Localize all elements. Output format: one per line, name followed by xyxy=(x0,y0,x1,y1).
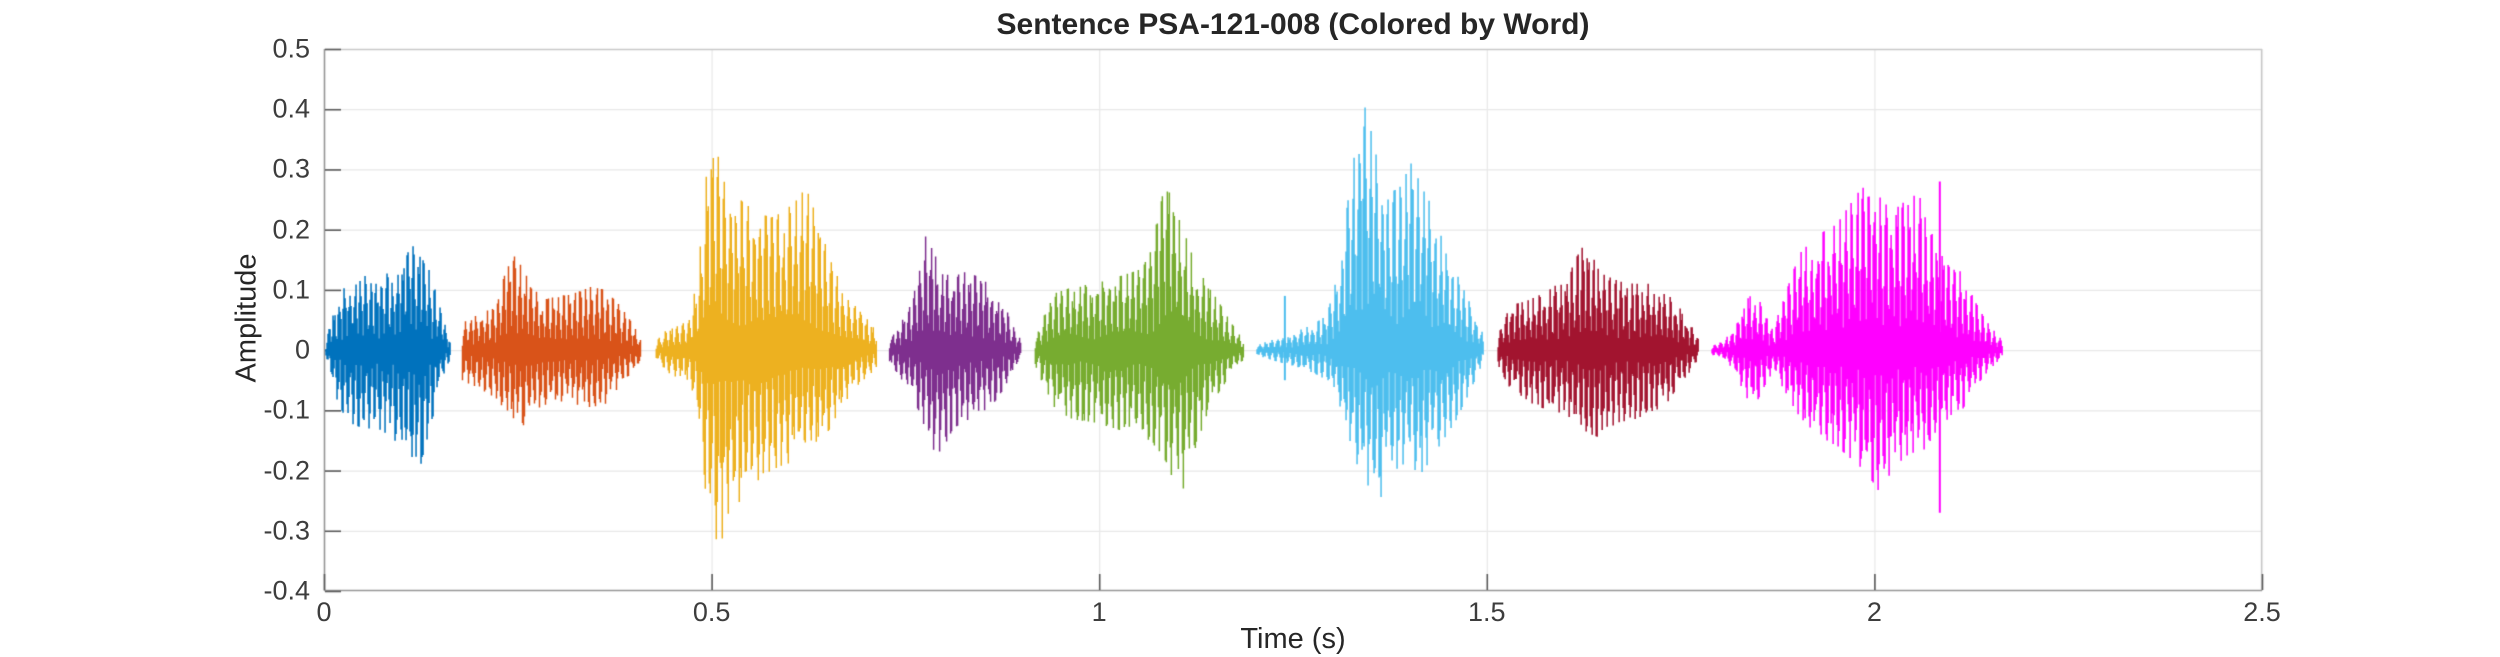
x-tick-label: 1.5 xyxy=(1468,597,1506,627)
y-tick-label: 0.2 xyxy=(272,214,310,245)
x-axis-label: Time (s) xyxy=(1240,623,1346,655)
y-tick-label: 0.1 xyxy=(272,274,310,305)
y-tick-label: -0.3 xyxy=(263,515,310,546)
y-tick-label: 0.3 xyxy=(272,153,310,184)
y-tick-label: -0.1 xyxy=(263,394,310,425)
y-axis-label: Amplitude xyxy=(230,253,263,383)
x-tick-label: 2 xyxy=(1866,597,1882,627)
x-tick-label: 0.5 xyxy=(692,597,731,627)
y-tick-label: -0.2 xyxy=(263,455,310,486)
y-tick-label: 0 xyxy=(294,334,310,365)
x-tick-label: 0 xyxy=(316,597,332,627)
y-tick-label: 0.5 xyxy=(272,33,310,64)
chart-title: Sentence PSA-121-008 (Colored by Word) xyxy=(996,8,1590,41)
x-tick-label: 1 xyxy=(1091,597,1107,627)
y-tick-label: 0.4 xyxy=(272,93,310,124)
y-tick-label: -0.4 xyxy=(263,575,310,606)
x-tick-label: 2.5 xyxy=(2243,597,2281,627)
